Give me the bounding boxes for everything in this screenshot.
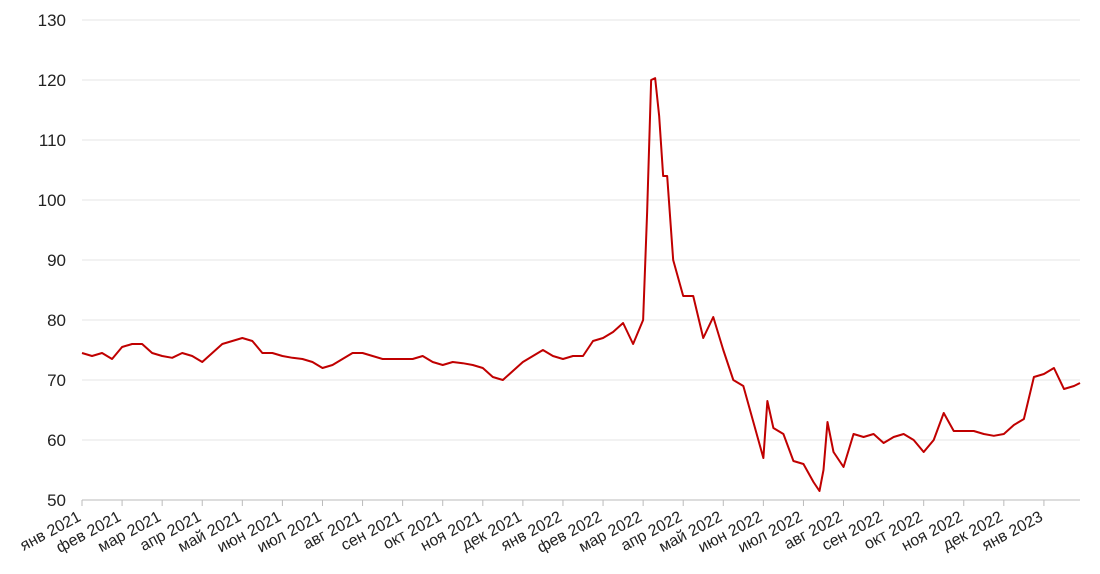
y-tick-label: 90 bbox=[47, 251, 66, 270]
y-tick-label: 110 bbox=[39, 131, 66, 150]
y-tick-label: 120 bbox=[38, 71, 66, 90]
y-tick-label: 70 bbox=[47, 371, 66, 390]
y-tick-label: 80 bbox=[47, 311, 66, 330]
line-series bbox=[81, 77, 1081, 492]
y-tick-label: 50 bbox=[47, 491, 66, 510]
y-tick-label: 130 bbox=[38, 11, 66, 30]
y-tick-label: 100 bbox=[38, 191, 66, 210]
y-tick-label: 60 bbox=[47, 431, 66, 450]
